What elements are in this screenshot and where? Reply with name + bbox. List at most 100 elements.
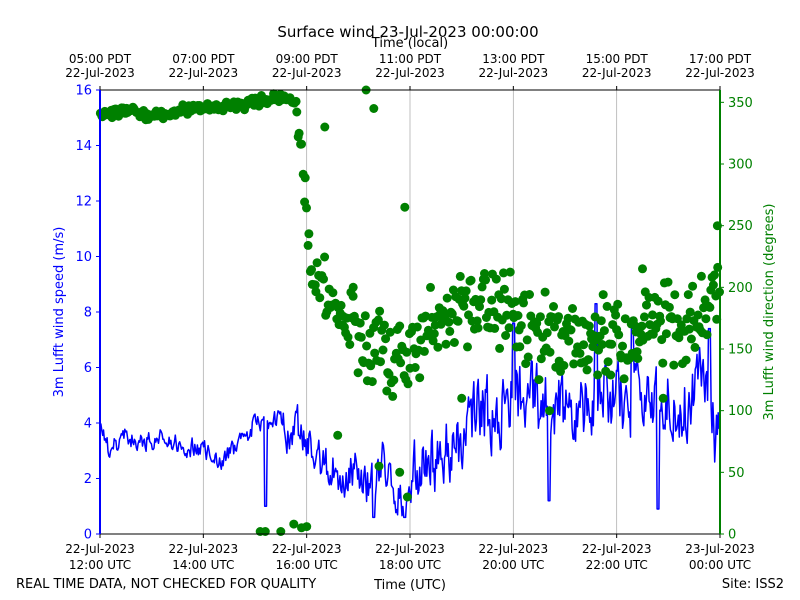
direction-point [611,310,621,320]
direction-point [653,296,663,306]
direction-point [583,355,593,365]
direction-point [303,240,313,250]
direction-point [466,275,476,285]
direction-point [477,282,487,292]
direction-point [682,314,692,324]
direction-point [554,312,563,322]
y2-axis-label: 3m Lufft wind direction (degrees) [762,204,777,421]
direction-point [460,293,470,303]
direction-point [461,286,471,296]
direction-point [534,375,544,385]
direction-point [490,323,500,333]
direction-point [710,270,719,280]
y2-tick-label-7: 350 [728,96,753,111]
direction-point [441,339,451,349]
direction-point [355,318,365,328]
x-axis-label: Time (UTC) [373,578,446,593]
direction-point [618,341,627,351]
direction-point [688,281,698,291]
direction-point [579,340,589,350]
y-tick-label-4: 8 [84,306,92,321]
direction-point [412,322,422,332]
direction-outlier-3 [289,519,299,529]
direction-point [639,312,649,322]
direction-point [702,330,712,340]
y-axis-label: 3m Lufft wind speed (m/s) [52,227,67,398]
direction-point [291,96,301,106]
y-tick-label-2: 4 [84,417,92,432]
right-axis-ticks: 0 50 100 150 200 250 300 350 [720,96,753,543]
direction-point [642,300,651,310]
direction-outlier-13 [400,202,410,212]
y-tick-label-1: 2 [84,472,92,487]
direction-point [472,316,482,326]
direction-point [522,335,532,345]
x-tick-date-4: 22-Jul-2023 [479,542,549,556]
direction-point [475,302,484,312]
direction-point [519,298,528,308]
top-tick-time-4: 13:00 PDT [482,52,545,66]
top-tick-date-6: 22-Jul-2023 [685,66,755,80]
direction-point [681,355,691,365]
direction-point [632,347,642,357]
direction-point [395,321,405,331]
direction-point [550,322,559,332]
x-tick-date-2: 22-Jul-2023 [272,542,342,556]
direction-point [366,361,376,371]
direction-point [445,326,455,336]
direction-point [584,321,594,331]
direction-point [297,139,306,149]
direction-point [389,375,399,385]
direction-point [701,314,711,324]
direction-point [319,274,328,284]
direction-point [513,311,523,320]
top-tick-time-3: 11:00 PDT [379,52,442,66]
direction-point [670,290,680,300]
top-tick-date-3: 22-Jul-2023 [375,66,445,80]
direction-point [499,284,509,294]
direction-outlier-8 [348,282,358,292]
direction-point [415,373,425,383]
direction-point [690,342,700,352]
direction-point [564,336,574,346]
direction-point [362,341,372,351]
direction-point [613,299,623,309]
direction-point [379,320,389,330]
direction-outlier-1 [260,527,270,536]
direction-point [599,326,609,336]
direction-point [505,267,515,277]
direction-series [95,85,724,536]
direction-point [300,173,310,183]
direction-point [444,317,454,327]
x-tick-date-0: 22-Jul-2023 [65,542,135,556]
direction-point [661,329,671,339]
x-tick-time-6: 00:00 UTC [689,558,751,572]
direction-point [453,316,463,326]
chart-title: Surface wind 23-Jul-2023 00:00:00 [277,23,538,41]
direction-outlier-2 [276,527,286,536]
top-tick-time-5: 15:00 PDT [586,52,649,66]
x-tick-date-6: 23-Jul-2023 [685,542,755,556]
direction-point [481,275,491,285]
direction-point [343,332,353,342]
y-tick-label-6: 12 [75,195,92,210]
direction-point [373,315,383,325]
direction-point [545,347,555,357]
top-tick-time-6: 17:00 PDT [689,52,752,66]
x-tick-time-5: 22:00 UTC [586,558,648,572]
direction-point [598,290,608,300]
direction-point [542,328,552,338]
direction-point [602,301,612,311]
direction-point [473,323,483,333]
direction-outlier-5 [302,522,312,532]
direction-point [388,391,398,401]
direction-point [429,329,439,339]
direction-point [292,107,302,117]
direction-point [304,229,314,239]
direction-point [685,307,695,317]
direction-point [693,310,703,320]
y2-tick-label-1: 50 [728,466,745,481]
direction-point [684,324,694,334]
